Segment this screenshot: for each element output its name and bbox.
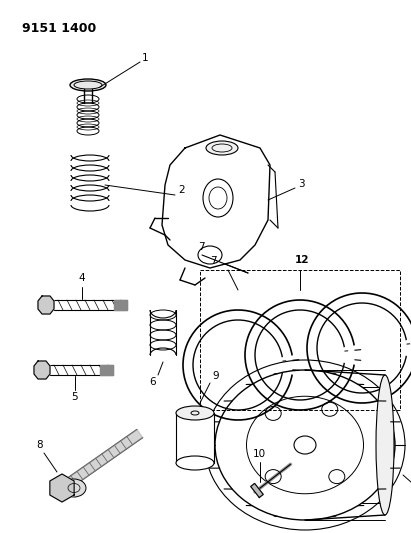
Text: 6: 6 — [150, 377, 156, 387]
Polygon shape — [38, 296, 54, 314]
Text: 5: 5 — [71, 392, 78, 402]
Text: 12: 12 — [295, 255, 309, 265]
Polygon shape — [59, 430, 143, 492]
Text: 8: 8 — [37, 440, 43, 450]
Text: 9151 1400: 9151 1400 — [22, 22, 96, 35]
Bar — [200, 270, 400, 410]
Ellipse shape — [176, 406, 214, 420]
Text: 10: 10 — [253, 449, 266, 459]
Ellipse shape — [70, 79, 106, 91]
Polygon shape — [100, 365, 113, 375]
Text: 7: 7 — [198, 242, 205, 252]
Bar — [176, 413, 214, 463]
Ellipse shape — [62, 479, 86, 497]
Ellipse shape — [206, 141, 238, 155]
Polygon shape — [50, 474, 74, 502]
Text: 1: 1 — [142, 53, 149, 63]
Polygon shape — [114, 300, 127, 310]
Text: 2: 2 — [178, 185, 185, 195]
Text: 9: 9 — [212, 371, 219, 381]
Polygon shape — [34, 361, 50, 379]
Text: 7: 7 — [210, 256, 217, 266]
Ellipse shape — [176, 456, 214, 470]
Text: 4: 4 — [78, 273, 85, 283]
Ellipse shape — [376, 375, 394, 515]
Text: 3: 3 — [298, 179, 305, 189]
Polygon shape — [251, 483, 263, 497]
